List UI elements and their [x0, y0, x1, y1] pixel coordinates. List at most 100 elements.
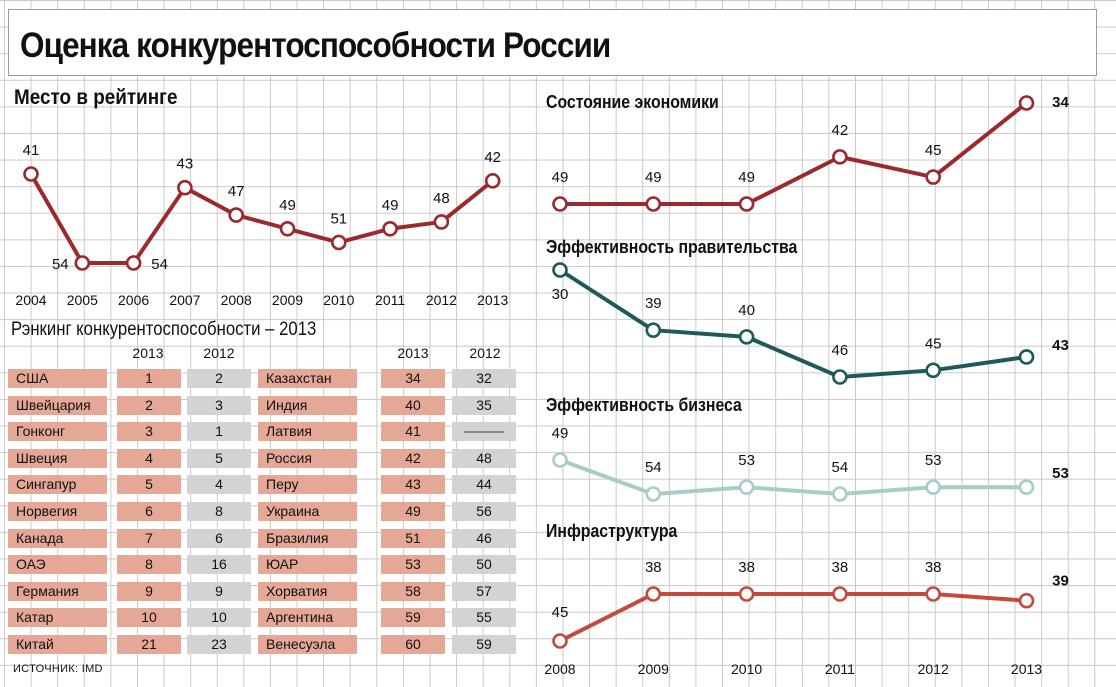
rank-data-label: 49 — [382, 197, 399, 214]
table-cell-rank-2013: 58 — [381, 582, 445, 601]
table-cell-rank-2013: 8 — [117, 555, 181, 574]
business-data-label: 53 — [1052, 465, 1069, 482]
right-col-2013: 2013 — [397, 345, 429, 361]
table-cell-rank-2013: 43 — [381, 475, 445, 494]
table-cell-rank-2012: 23 — [187, 635, 251, 654]
table-cell-country: Хорватия — [258, 582, 357, 601]
government-data-label: 43 — [1052, 337, 1069, 354]
table-cell-country: Швейцария — [8, 396, 107, 415]
infrastructure-series-line — [559, 592, 1027, 643]
economy-point — [832, 149, 848, 165]
infrastructure-point — [925, 586, 942, 602]
table-cell-rank-2013: 21 — [117, 635, 181, 654]
rank-data-label: 42 — [484, 149, 501, 166]
infrastructure-x-tick-label: 2013 — [1011, 661, 1042, 677]
rank-point — [382, 220, 398, 237]
table-cell-country: Катар — [8, 608, 107, 627]
business-data-label: 53 — [925, 452, 942, 469]
rank-x-tick-label: 2010 — [323, 292, 354, 308]
table-cell-rank-2012: 44 — [452, 475, 516, 494]
table-cell-rank-2012: 57 — [452, 582, 516, 601]
business-data-label: 54 — [645, 459, 662, 476]
table-cell-country: Германия — [8, 582, 107, 601]
economy-chart-title: Состояние экономики — [546, 92, 719, 112]
table-cell-rank-2013: 1 — [117, 369, 181, 388]
infrastructure-data-label: 38 — [738, 559, 755, 576]
table-cell-rank-2013: 59 — [381, 608, 445, 627]
table-cell-country: Казахстан — [258, 369, 357, 388]
table-cell-rank-2013: 5 — [117, 475, 181, 494]
table-cell-rank-2012: 48 — [452, 449, 516, 468]
ranking-table-title: Рэнкинг конкурентоспособности – 2013 — [11, 319, 317, 340]
table-cell-rank-2012: 5 — [187, 449, 251, 468]
infrastructure-data-label: 38 — [645, 559, 662, 576]
table-cell-country: ОАЭ — [8, 555, 107, 574]
table-cell-rank-2012: 46 — [452, 529, 516, 548]
table-cell-country: Украина — [258, 502, 357, 521]
economy-data-label: 49 — [645, 169, 662, 186]
table-cell-rank-2013: 41 — [381, 422, 445, 441]
infrastructure-data-label: 38 — [925, 559, 942, 576]
table-cell-rank-2013: 3 — [117, 422, 181, 441]
rank-x-tick-label: 2013 — [477, 292, 508, 308]
business-chart-title: Эффективность бизнеса — [546, 395, 742, 415]
table-cell-country: Индия — [258, 396, 357, 415]
government-data-label: 30 — [552, 286, 569, 303]
table-cell-country: Латвия — [258, 422, 357, 441]
rank-point — [484, 173, 501, 189]
rank-point — [228, 207, 244, 223]
table-cell-country: Венесуэла — [258, 635, 357, 654]
no-data-dash — [464, 431, 504, 434]
table-cell-rank-2012: 3 — [187, 396, 251, 415]
business-series-line — [559, 458, 1027, 496]
table-cell-rank-2013: 2 — [117, 396, 181, 415]
table-cell-rank-2012: 6 — [187, 529, 251, 548]
table-cell-rank-2012: 1 — [187, 422, 251, 441]
economy-data-label: 45 — [925, 142, 942, 159]
government-point — [1018, 349, 1035, 365]
table-cell-rank-2012 — [452, 422, 516, 441]
rank-chart-title: Место в рейтинге — [14, 86, 178, 109]
government-chart-title: Эффективность правительства — [546, 237, 798, 257]
business-data-label: 53 — [738, 452, 755, 469]
left-col-2013: 2013 — [132, 345, 164, 361]
economy-data-label: 34 — [1052, 94, 1069, 111]
business-point — [925, 479, 942, 496]
infrastructure-chart-title: Инфраструктура — [546, 521, 678, 541]
economy-point — [738, 196, 755, 212]
rank-data-label: 54 — [151, 256, 168, 273]
infrastructure-point — [552, 633, 568, 649]
table-cell-rank-2013: 42 — [381, 449, 445, 468]
table-cell-rank-2012: 9 — [187, 582, 251, 601]
table-cell-rank-2012: 8 — [187, 502, 251, 521]
business-point — [832, 486, 848, 502]
economy-data-label: 49 — [552, 169, 569, 186]
table-cell-rank-2013: 7 — [117, 529, 181, 548]
table-cell-country: Гонконг — [8, 422, 107, 441]
infrastructure-x-tick-label: 2010 — [731, 661, 762, 677]
infrastructure-data-label: 45 — [552, 604, 569, 621]
infrastructure-point — [645, 586, 662, 602]
table-cell-country: Перу — [258, 475, 357, 494]
table-cell-rank-2013: 49 — [381, 502, 445, 521]
title-box — [8, 9, 1097, 76]
rank-point — [177, 179, 193, 196]
table-cell-country: Норвегия — [8, 502, 107, 521]
economy-series-line — [560, 101, 1028, 206]
government-data-label: 45 — [925, 335, 942, 352]
government-data-label: 46 — [832, 342, 849, 359]
table-cell-rank-2012: 59 — [452, 635, 516, 654]
rank-series-line — [29, 173, 494, 265]
infrastructure-point — [832, 586, 848, 602]
table-cell-rank-2012: 16 — [187, 555, 251, 574]
table-cell-rank-2013: 10 — [117, 608, 181, 627]
table-cell-country: Китай — [8, 635, 107, 654]
table-cell-rank-2012: 10 — [187, 608, 251, 627]
business-point — [738, 479, 755, 496]
table-cell-rank-2012: 55 — [452, 608, 516, 627]
business-point — [1018, 479, 1035, 496]
rank-data-label: 43 — [177, 156, 194, 173]
rank-point — [433, 214, 450, 230]
economy-point — [552, 196, 568, 212]
economy-point — [1018, 95, 1035, 111]
